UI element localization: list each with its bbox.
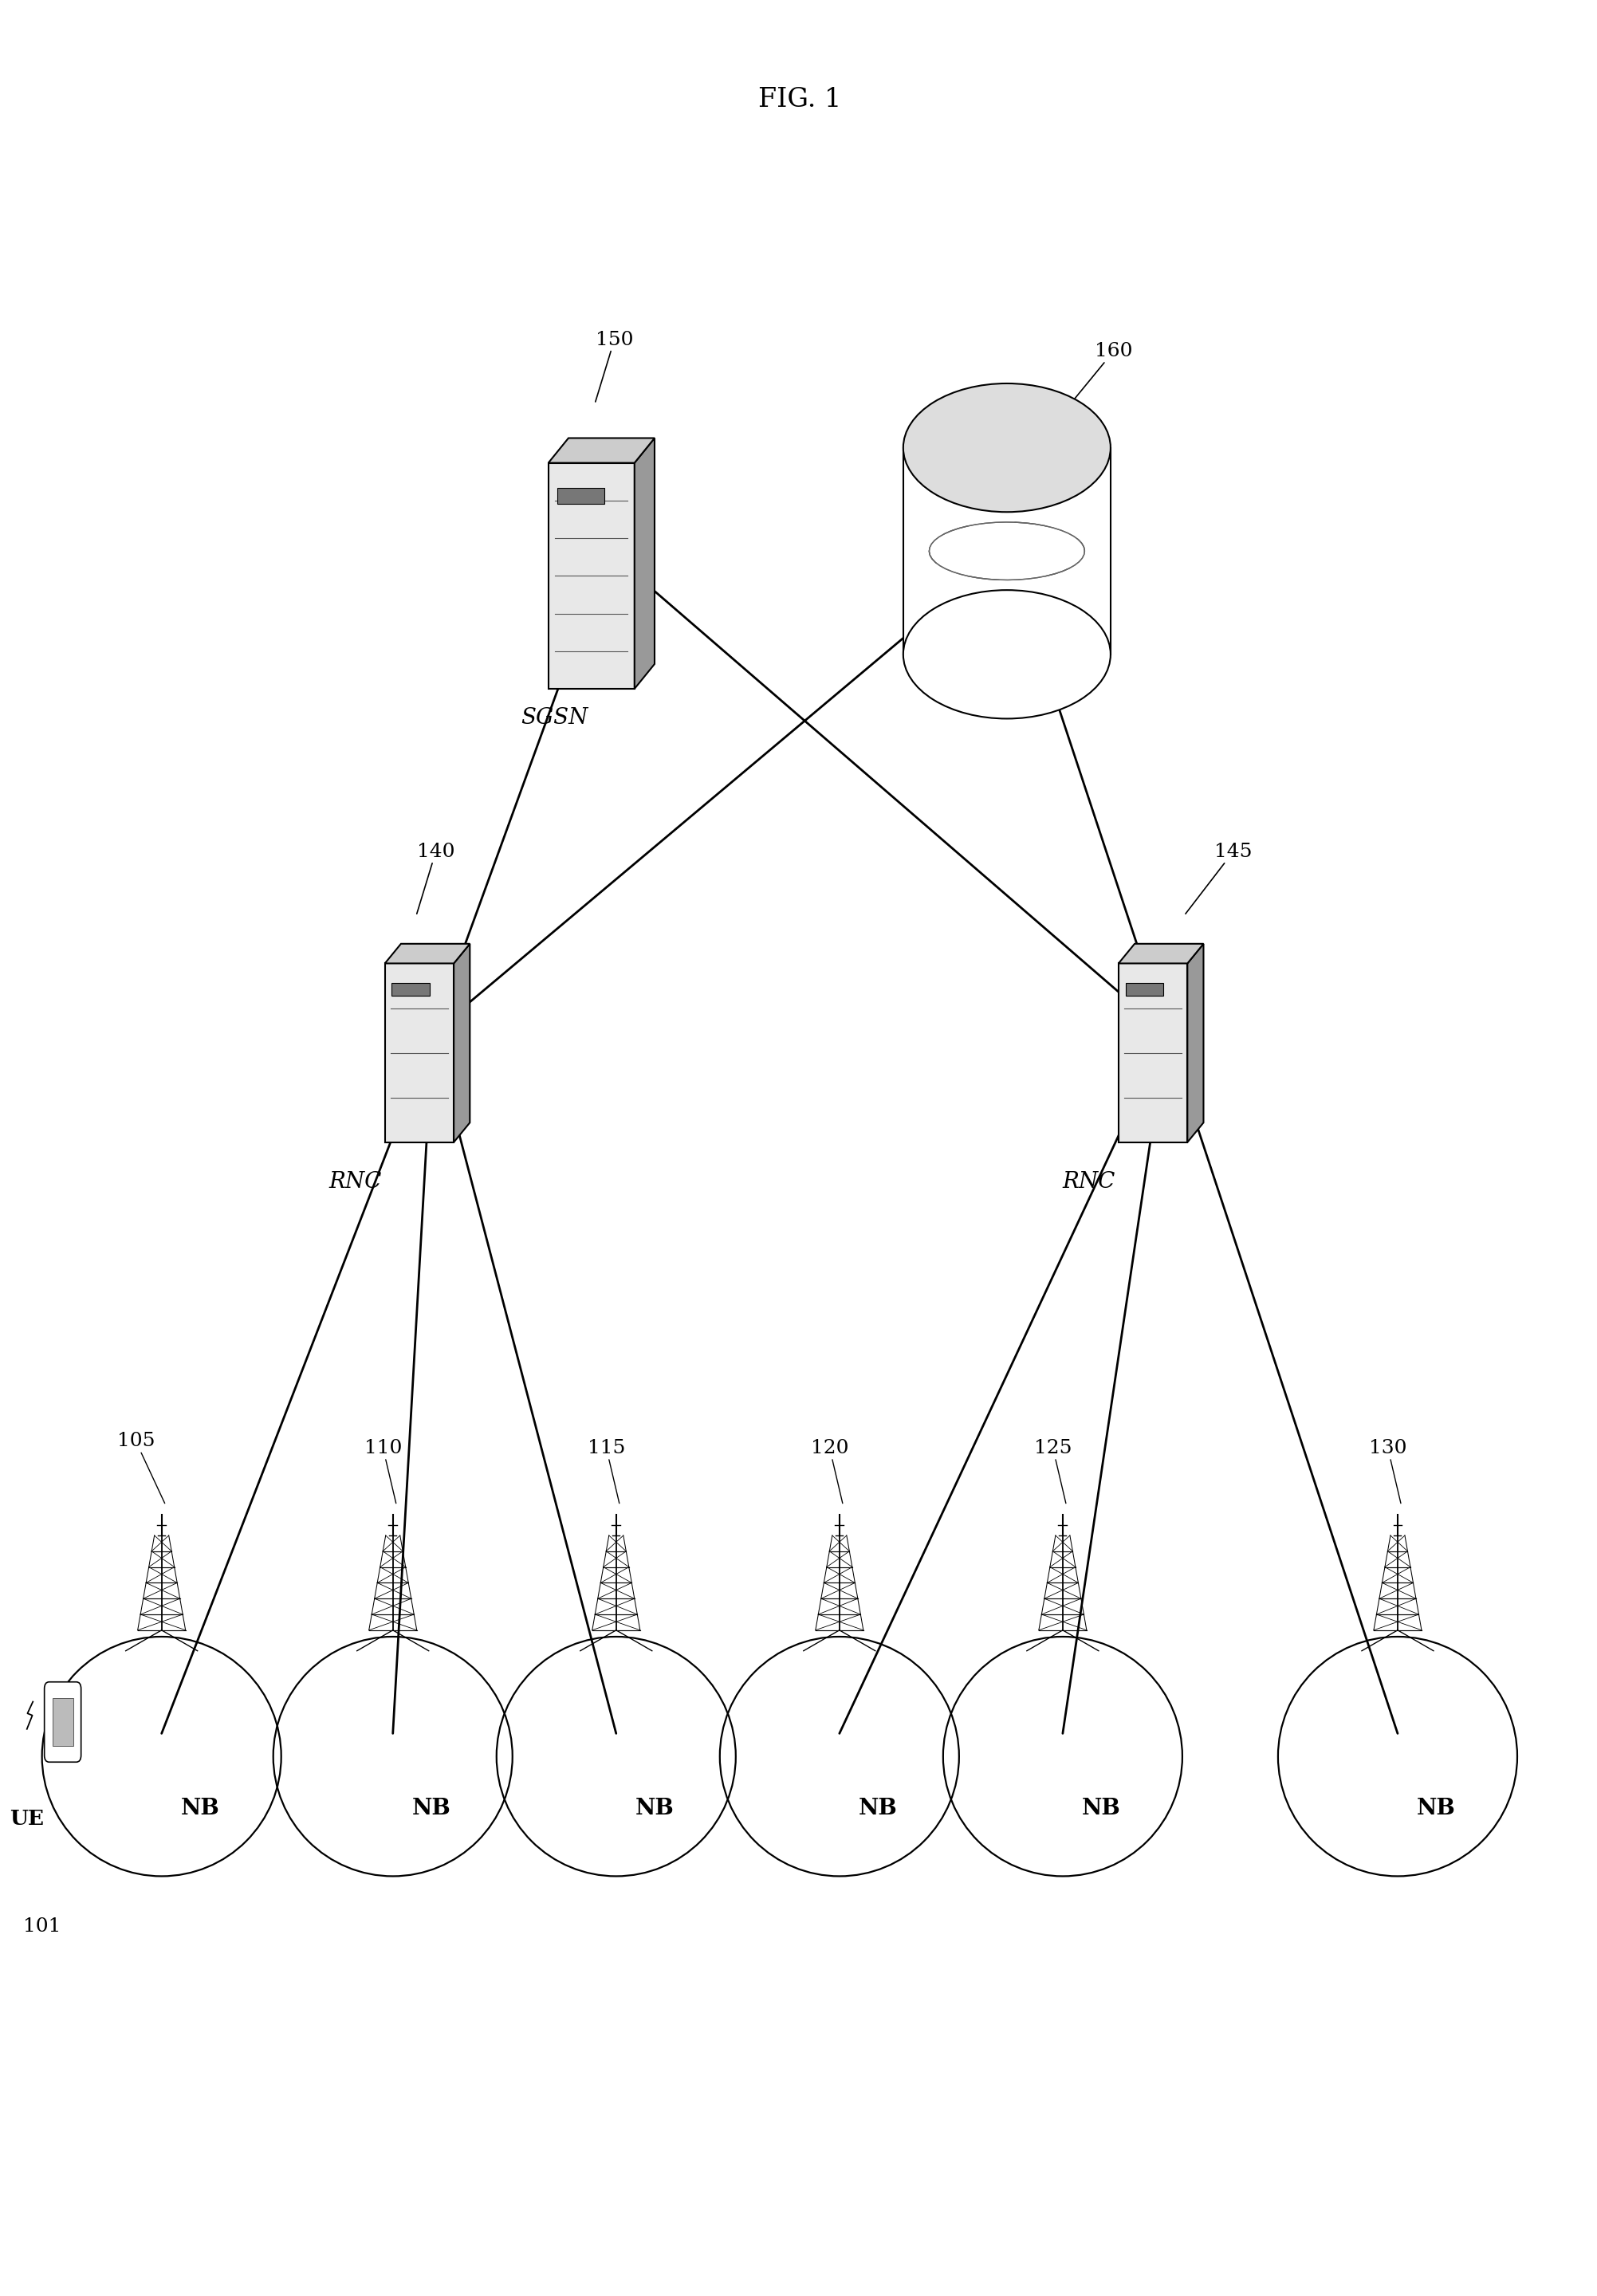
Polygon shape (548, 439, 655, 464)
Polygon shape (904, 448, 1110, 654)
Text: 115: 115 (588, 1440, 624, 1504)
Polygon shape (454, 944, 470, 1141)
Polygon shape (1188, 944, 1204, 1141)
Polygon shape (385, 944, 470, 964)
Polygon shape (634, 439, 655, 689)
FancyBboxPatch shape (385, 964, 454, 1141)
FancyBboxPatch shape (45, 1683, 81, 1761)
FancyBboxPatch shape (1126, 983, 1163, 996)
FancyBboxPatch shape (557, 487, 604, 503)
Text: 105: 105 (117, 1433, 164, 1504)
Text: RNC: RNC (1062, 1171, 1116, 1192)
Text: UE: UE (10, 1809, 43, 1830)
Text: FIG. 1: FIG. 1 (759, 87, 842, 113)
Text: NB: NB (412, 1798, 450, 1818)
Ellipse shape (904, 383, 1110, 512)
Text: 140: 140 (417, 843, 455, 914)
FancyBboxPatch shape (548, 464, 634, 689)
Text: 145: 145 (1185, 843, 1252, 914)
Text: 150: 150 (596, 331, 634, 402)
Text: SGSN: SGSN (521, 707, 588, 728)
Text: 130: 130 (1369, 1440, 1407, 1504)
Polygon shape (1118, 944, 1204, 964)
Text: 125: 125 (1033, 1440, 1072, 1504)
Text: 101: 101 (22, 1917, 61, 1936)
Text: NB: NB (1417, 1798, 1455, 1818)
FancyBboxPatch shape (53, 1699, 73, 1745)
Text: NB: NB (859, 1798, 898, 1818)
Text: RNC: RNC (329, 1171, 382, 1192)
FancyBboxPatch shape (1118, 964, 1188, 1141)
Text: NB: NB (1081, 1798, 1121, 1818)
Text: S-GW: S-GW (920, 620, 984, 641)
Text: 110: 110 (364, 1440, 402, 1504)
FancyBboxPatch shape (391, 983, 430, 996)
Ellipse shape (904, 590, 1110, 719)
Text: NB: NB (180, 1798, 220, 1818)
Text: NB: NB (636, 1798, 674, 1818)
Text: 120: 120 (811, 1440, 848, 1504)
Text: 160: 160 (1062, 342, 1132, 413)
